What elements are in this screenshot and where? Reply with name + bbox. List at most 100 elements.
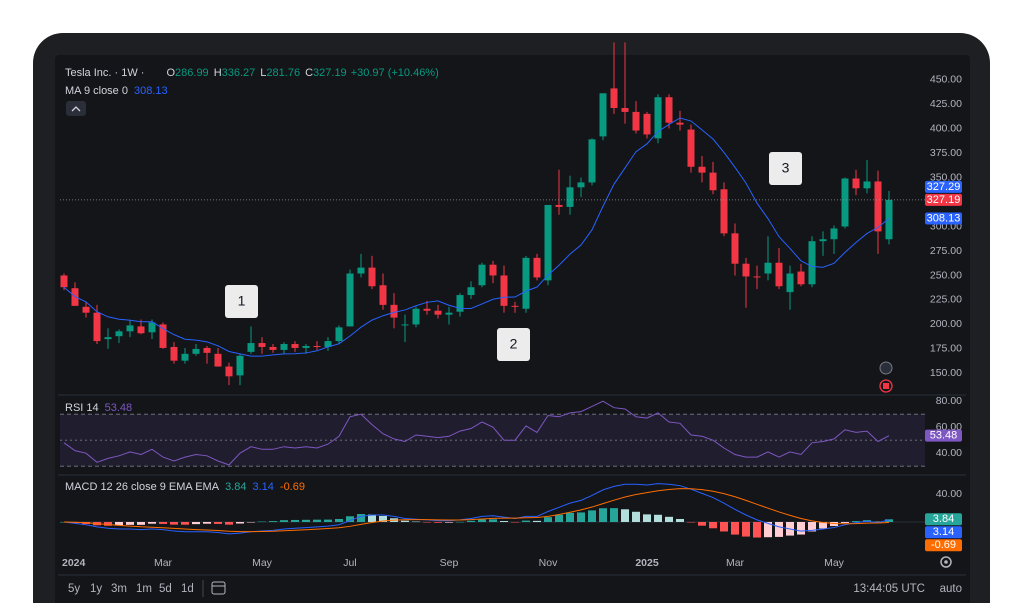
candle-body bbox=[797, 271, 805, 285]
macd-histogram-bar bbox=[610, 508, 618, 522]
candle-body bbox=[819, 239, 827, 242]
annotation-box bbox=[225, 285, 258, 318]
price-badge bbox=[925, 539, 962, 552]
candle-body bbox=[720, 189, 728, 234]
macd-histogram-bar bbox=[599, 508, 607, 522]
macd-histogram-bar bbox=[302, 519, 310, 522]
candle-body bbox=[126, 325, 134, 332]
pane-value: -0.69 bbox=[280, 481, 305, 493]
macd-histogram-bar bbox=[357, 514, 365, 522]
candle-body bbox=[709, 172, 717, 191]
candle-body bbox=[148, 322, 156, 333]
candle-body bbox=[170, 346, 178, 361]
candle-body bbox=[698, 166, 706, 173]
macd-histogram-bar bbox=[500, 521, 508, 522]
macd-histogram-bar bbox=[412, 521, 420, 523]
candle-body bbox=[742, 263, 750, 277]
calendar-icon[interactable] bbox=[211, 581, 226, 595]
macd-line bbox=[63, 483, 890, 535]
y-tick-label: 275.00 bbox=[930, 245, 962, 257]
candle-body bbox=[467, 287, 475, 296]
pane-value: 53.48 bbox=[105, 402, 133, 414]
event-icon[interactable] bbox=[879, 379, 893, 393]
price-badge bbox=[925, 180, 962, 193]
macd-histogram-bar bbox=[566, 512, 574, 522]
event-icon[interactable] bbox=[879, 361, 893, 375]
gear-icon-center[interactable] bbox=[944, 560, 948, 564]
price-badge bbox=[925, 429, 962, 442]
macd-histogram-bar bbox=[236, 521, 244, 524]
collapse-button[interactable] bbox=[66, 101, 86, 116]
y-tick-label: 40.00 bbox=[936, 488, 962, 500]
x-tick-label: Sep bbox=[440, 557, 459, 569]
range-button[interactable]: 1m bbox=[136, 583, 152, 595]
macd-histogram-bar bbox=[885, 519, 893, 522]
candle-body bbox=[511, 305, 519, 307]
range-button[interactable]: 5y bbox=[68, 583, 80, 595]
macd-histogram-bar bbox=[511, 521, 519, 523]
button-bg[interactable] bbox=[66, 101, 86, 116]
candle-body bbox=[555, 204, 563, 207]
candle-body bbox=[368, 267, 376, 287]
macd-histogram-bar bbox=[808, 521, 816, 532]
macd-histogram-bar bbox=[654, 514, 662, 522]
candle-body bbox=[137, 326, 145, 334]
candle-body bbox=[434, 310, 442, 315]
macd-histogram-bar bbox=[313, 519, 321, 522]
price-badge-label: 308.13 bbox=[927, 212, 961, 224]
macd-histogram-bar bbox=[170, 521, 178, 525]
macd-histogram-bar bbox=[489, 519, 497, 522]
candle-body bbox=[346, 273, 354, 327]
candle-body bbox=[159, 324, 167, 348]
candle-body bbox=[775, 262, 783, 287]
candle-body bbox=[379, 285, 387, 305]
y-tick-label: 350.00 bbox=[930, 171, 962, 183]
annotation: 1 2 3 bbox=[225, 152, 802, 361]
event-icon-inner[interactable] bbox=[883, 383, 889, 389]
y-tick-label: 450.00 bbox=[930, 73, 962, 85]
macd-histogram-bar bbox=[764, 521, 772, 538]
candle-body bbox=[225, 366, 233, 377]
range-button[interactable]: 1y bbox=[90, 583, 102, 595]
settings-button[interactable] bbox=[940, 556, 952, 568]
pane-value: 3.84 bbox=[225, 481, 246, 493]
candle-body bbox=[654, 97, 662, 139]
gear-icon[interactable] bbox=[940, 556, 952, 568]
macd-histogram-bar bbox=[368, 514, 376, 522]
ohlc-letter: C bbox=[305, 67, 313, 79]
chevron-icon[interactable] bbox=[71, 106, 81, 112]
price-badge-label: 327.19 bbox=[927, 194, 961, 206]
pane-value: 3.14 bbox=[252, 481, 273, 493]
macd-histogram-bar bbox=[192, 521, 200, 525]
macd-histogram-bar bbox=[401, 520, 409, 522]
price-change: +30.97 (+10.46%) bbox=[351, 67, 439, 79]
pane-name: RSI 14 bbox=[65, 402, 99, 414]
candle-body bbox=[390, 304, 398, 318]
price-badge bbox=[925, 212, 962, 225]
date-range-button[interactable] bbox=[211, 581, 226, 595]
candle-body bbox=[445, 312, 453, 315]
range-button[interactable]: 3m bbox=[111, 583, 127, 595]
macd-histogram-bar bbox=[269, 521, 277, 522]
price-badge bbox=[925, 513, 962, 526]
event-icons[interactable] bbox=[879, 361, 893, 393]
macd-histogram-bar bbox=[819, 521, 827, 529]
y-tick-label: 425.00 bbox=[930, 98, 962, 110]
macd-histogram-bar bbox=[258, 521, 266, 523]
macd-histogram-bar bbox=[753, 521, 761, 538]
candle-body bbox=[500, 275, 508, 306]
moving-average-line bbox=[63, 117, 890, 357]
macd-histogram-bar bbox=[775, 521, 783, 537]
candle-body bbox=[852, 178, 860, 189]
macd-histogram-bar bbox=[324, 519, 332, 522]
macd-histogram-bar bbox=[434, 521, 442, 523]
range-button[interactable]: 5d bbox=[159, 583, 172, 595]
candle-body bbox=[841, 178, 849, 227]
price-badge bbox=[925, 526, 962, 539]
scale-mode[interactable]: auto bbox=[940, 583, 962, 595]
macd-histogram-bar bbox=[676, 518, 684, 522]
candle-body bbox=[544, 204, 552, 281]
candle-body bbox=[599, 93, 607, 137]
range-button[interactable]: 1d bbox=[181, 583, 194, 595]
